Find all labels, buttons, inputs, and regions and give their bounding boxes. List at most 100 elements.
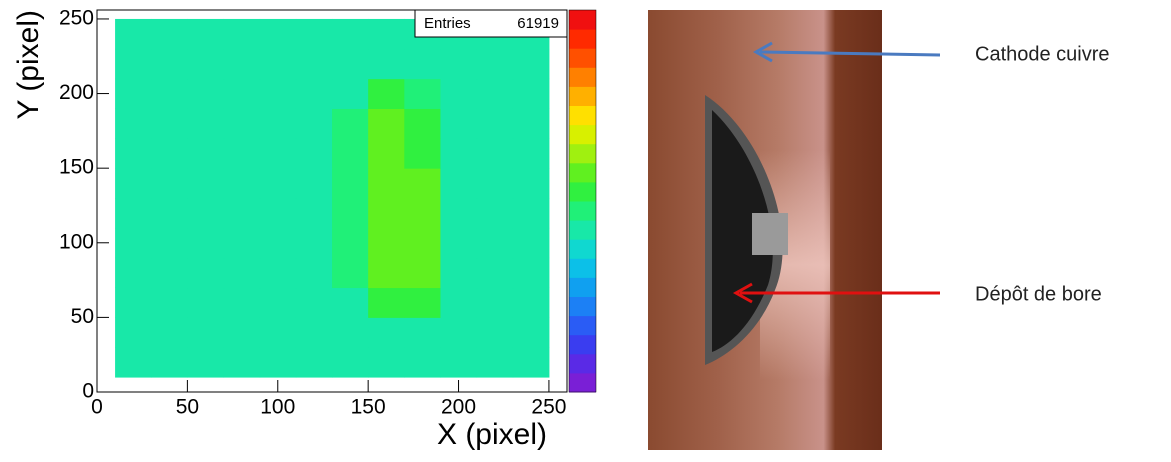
heatmap-cell	[512, 317, 550, 348]
heatmap-cell	[115, 138, 152, 169]
heatmap-cell	[404, 317, 441, 348]
x-tick-label: 200	[441, 396, 476, 419]
heatmap-cell	[295, 18, 333, 50]
heatmap-cell	[368, 108, 405, 139]
heatmap-cell	[223, 287, 261, 318]
heatmap-cell	[187, 198, 225, 229]
heatmap-cell	[368, 78, 405, 109]
heatmap-cell	[332, 48, 369, 80]
x-tick-label: 100	[260, 396, 295, 419]
heatmap-cell	[223, 78, 261, 109]
heatmap-cell	[368, 317, 405, 348]
heatmap-cell	[368, 257, 405, 289]
heatmap-cell	[151, 48, 188, 80]
heatmap-cell	[440, 287, 478, 318]
annotation: Dépôt de bore	[975, 283, 1102, 305]
heatmap-cell	[368, 18, 405, 50]
heatmap-cell	[404, 138, 441, 169]
heatmap-cell	[440, 347, 478, 378]
heatmap-cell	[187, 48, 225, 80]
heatmap-cell	[332, 198, 369, 229]
colorbar-cell	[569, 143, 596, 164]
photo-panel: Cathode cuivre Dépôt de bore	[648, 10, 1110, 450]
heatmap-cell	[332, 287, 369, 318]
heatmap-cell	[476, 108, 514, 139]
heatmap-cell	[187, 257, 225, 289]
heatmap-cell	[512, 138, 550, 169]
annotation: Cathode cuivre	[975, 43, 1110, 65]
heatmap-cell	[440, 168, 478, 199]
heatmap-cell	[404, 168, 441, 199]
heatmap-cell	[115, 48, 152, 80]
heatmap-cell	[332, 317, 369, 348]
heatmap-cell	[151, 287, 188, 318]
heatmap-cell	[151, 257, 188, 289]
heatmap-cell	[223, 198, 261, 229]
colorbar-cell	[569, 29, 596, 49]
heatmap-cell	[151, 108, 188, 139]
heatmap-cell	[368, 347, 405, 378]
heatmap-cell	[187, 317, 225, 348]
x-tick-label: 150	[351, 396, 386, 419]
heatmap-cell	[187, 168, 225, 199]
heatmap-cell	[404, 48, 441, 80]
heatmap-cell	[512, 287, 550, 318]
colorbar-cell	[569, 258, 596, 278]
heatmap-cell	[259, 257, 297, 289]
colorbar-cell	[569, 296, 596, 317]
arrow-line	[759, 50, 941, 57]
colorbar-cell	[569, 181, 596, 202]
heatmap-cell	[332, 18, 369, 50]
heatmap-cell	[259, 317, 297, 348]
heatmap-cell	[476, 48, 514, 80]
heatmap-cell	[368, 168, 405, 199]
heatmap-cell	[151, 347, 188, 378]
colorbar-cell	[569, 372, 596, 393]
heatmap-cell	[295, 227, 333, 259]
heatmap-cell	[512, 198, 550, 229]
heatmap-cell	[115, 317, 152, 348]
heatmap-cell	[151, 138, 188, 169]
heatmap-cell	[440, 227, 478, 259]
heatmap-cell	[259, 108, 297, 139]
heatmap-cell	[259, 138, 297, 169]
y-tick-label: 250	[59, 7, 94, 30]
heatmap-cell	[368, 48, 405, 80]
heatmap-cell	[440, 138, 478, 169]
heatmap-cell	[295, 198, 333, 229]
heatmap-cell	[187, 347, 225, 378]
colorbar-cell	[569, 239, 596, 259]
heatmap-cell	[476, 227, 514, 259]
heatmap-cell	[332, 78, 369, 109]
y-tick-label: 50	[71, 305, 94, 328]
heatmap-cell	[115, 287, 152, 318]
y-tick-label: 100	[59, 230, 94, 253]
colorbar-cell	[569, 201, 596, 221]
arrow-head	[752, 41, 773, 63]
heatmap-cell	[115, 347, 152, 378]
heatmap-cell	[115, 257, 152, 289]
heatmap-cell	[476, 138, 514, 169]
heatmap-cell	[223, 347, 261, 378]
heatmap-cell	[512, 347, 550, 378]
heatmap-cell	[223, 108, 261, 139]
heatmap-cell	[512, 168, 550, 199]
heatmap-cell	[187, 78, 225, 109]
heatmap-cell	[151, 317, 188, 348]
heatmap-cell	[476, 198, 514, 229]
heatmap-cell	[223, 168, 261, 199]
stats-box	[414, 9, 568, 38]
heatmap-cell	[295, 287, 333, 318]
colorbar-cell	[569, 220, 596, 240]
heatmap-cell	[259, 287, 297, 318]
x-tick-label: 50	[176, 396, 199, 419]
heatmap-cell	[259, 227, 297, 259]
heatmap-cell	[332, 168, 369, 199]
heatmap-cell	[295, 168, 333, 199]
heatmap-cell	[295, 317, 333, 348]
heatmap-cell	[187, 227, 225, 259]
colorbar-cell	[569, 10, 596, 30]
heatmap-cell	[368, 198, 405, 229]
